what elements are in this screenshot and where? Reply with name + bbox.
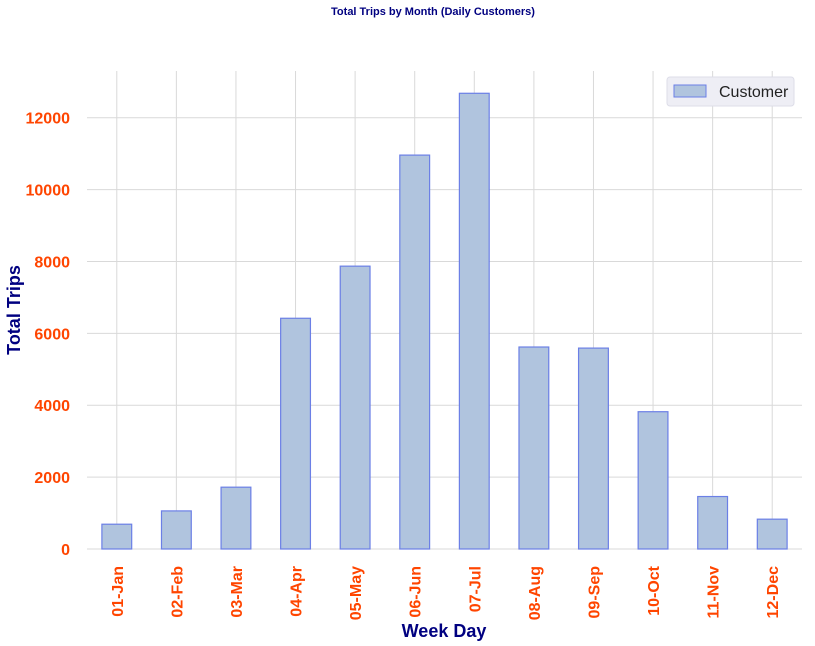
- x-tick-label: 02-Feb: [169, 566, 186, 618]
- x-tick-labels: 01-Jan 02-Feb 03-Mar 04-Apr 05-May 06-Jun 07-J…: [110, 565, 782, 620]
- x-tick-label: 04-Apr: [289, 566, 306, 617]
- chart-title: Total Trips by Month (Daily Customers): [331, 6, 535, 18]
- y-tick-label: 12000: [26, 111, 71, 128]
- bar-09-sep: [577, 347, 609, 550]
- y-tick-label: 2000: [34, 470, 70, 487]
- bar-12-dec: [756, 518, 788, 550]
- bar-06-jun: [399, 154, 431, 550]
- x-tick-label: 07-Jul: [467, 566, 484, 612]
- y-axis-title: Total Trips: [4, 265, 24, 355]
- legend-box: [666, 76, 795, 107]
- x-tick-label: 11-Nov: [706, 566, 723, 619]
- bar-01-jan: [101, 523, 133, 550]
- bar-07-jul: [458, 92, 490, 550]
- x-tick-label: 10-Oct: [646, 565, 663, 615]
- y-tick-label: 6000: [34, 326, 70, 343]
- x-tick-label: 01-Jan: [110, 566, 127, 617]
- x-tick-label: 05-May: [348, 566, 365, 620]
- bar-02-feb: [160, 510, 192, 550]
- y-tick-label: 10000: [26, 183, 71, 200]
- y-tick-labels: 0 2000 4000 6000 8000 10000 12000: [26, 111, 71, 559]
- x-tick-label: 12-Dec: [765, 566, 782, 619]
- bar-10-oct: [637, 411, 669, 550]
- x-tick-label: 06-Jun: [408, 566, 425, 618]
- legend-swatch-customer: [673, 84, 707, 98]
- legend-label-customer: Customer: [719, 84, 789, 101]
- bar-05-may: [339, 265, 371, 550]
- x-axis-title: Week Day: [402, 621, 487, 641]
- bars: [101, 92, 788, 550]
- x-tick-label: 09-Sep: [586, 566, 603, 619]
- bar-08-aug: [518, 346, 550, 550]
- x-tick-label: 03-Mar: [229, 566, 246, 618]
- legend: Customer: [666, 76, 795, 107]
- x-tick-label: 08-Aug: [527, 566, 544, 620]
- y-tick-label: 8000: [34, 254, 70, 271]
- grid-lines: [87, 71, 802, 550]
- y-tick-label: 0: [61, 542, 70, 559]
- bar-03-mar: [220, 486, 252, 550]
- bar-04-apr: [280, 317, 312, 550]
- y-tick-label: 4000: [34, 398, 70, 415]
- bar-11-nov: [697, 495, 729, 550]
